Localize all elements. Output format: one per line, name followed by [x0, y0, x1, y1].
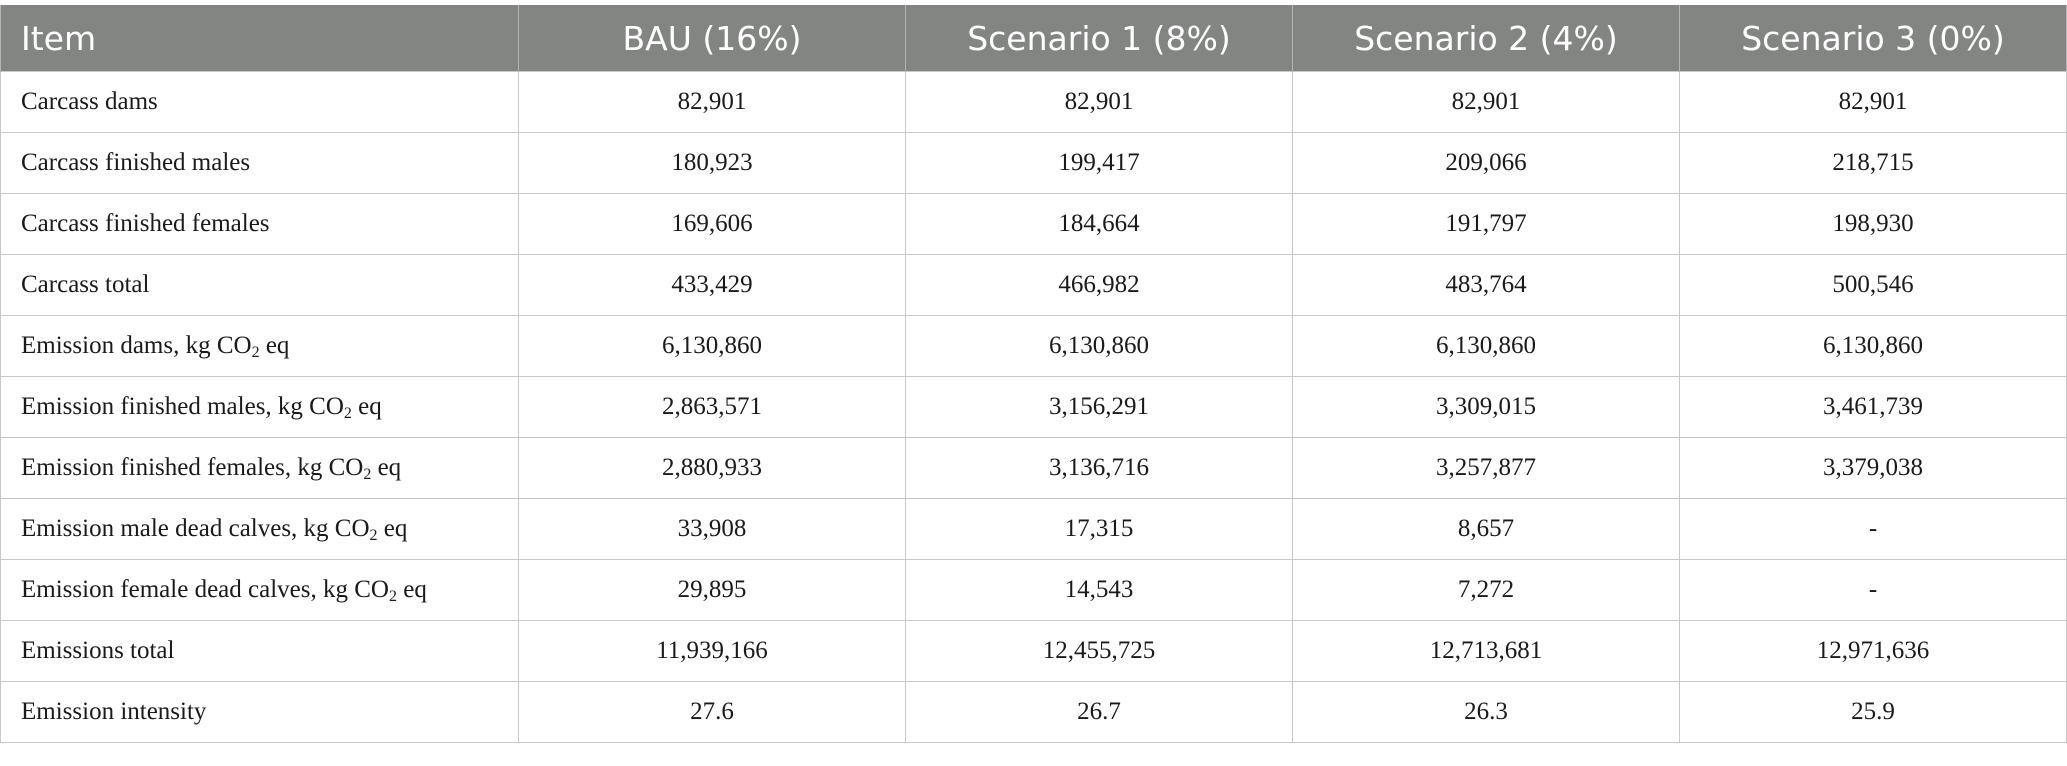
cell-value: 2,863,571	[518, 376, 906, 438]
cell-value: 3,156,291	[905, 376, 1293, 438]
cell-value: 169,606	[518, 193, 906, 255]
row-label-text: Emission finished males, kg CO	[21, 393, 344, 420]
row-label-text: Carcass finished males	[21, 149, 251, 176]
row-label-text: Emission intensity	[21, 698, 207, 725]
row-label-text: Emission dams, kg CO	[21, 332, 252, 359]
row-label: Emission male dead calves, kg CO2 eq	[0, 498, 519, 560]
cell-value: 2,880,933	[518, 437, 906, 499]
cell-value: 180,923	[518, 132, 906, 194]
cell-value: 82,901	[905, 71, 1293, 133]
cell-value: 433,429	[518, 254, 906, 316]
header-item: Item	[0, 5, 519, 72]
cell-value: 500,546	[1679, 254, 2067, 316]
cell-value: 6,130,860	[905, 315, 1293, 377]
cell-value: 26.3	[1292, 681, 1680, 743]
cell-value: 3,309,015	[1292, 376, 1680, 438]
row-label: Carcass total	[0, 254, 519, 316]
cell-value: 191,797	[1292, 193, 1680, 255]
row-label-suffix: eq	[396, 576, 427, 603]
row-label: Emission intensity	[0, 681, 519, 743]
table-header: Item BAU (16%) Scenario 1 (8%) Scenario …	[0, 5, 2067, 72]
cell-value: 82,901	[1292, 71, 1680, 133]
row-label: Emissions total	[0, 620, 519, 682]
row-label: Emission dams, kg CO2 eq	[0, 315, 519, 377]
data-table-container: Item BAU (16%) Scenario 1 (8%) Scenario …	[0, 5, 2067, 743]
table-row: Emission finished females, kg CO2 eq 2,88…	[0, 437, 2067, 499]
row-label-text: Carcass total	[21, 271, 150, 298]
row-label-subscript: 2	[251, 344, 260, 361]
cell-value: 7,272	[1292, 559, 1680, 621]
cell-value: 6,130,860	[1292, 315, 1680, 377]
row-label-text: Carcass finished females	[21, 210, 270, 237]
table-row: Carcass finished females 169,606 184,664 19…	[0, 193, 2067, 255]
cell-value: 26.7	[905, 681, 1293, 743]
cell-value: 209,066	[1292, 132, 1680, 194]
row-label-text: Emission female dead calves, kg CO	[21, 576, 389, 603]
row-label-text: Emission finished females, kg CO	[21, 454, 364, 481]
cell-value: -	[1679, 498, 2067, 560]
cell-value: 12,971,636	[1679, 620, 2067, 682]
row-label: Carcass finished males	[0, 132, 519, 194]
row-label-suffix: eq	[259, 332, 290, 359]
cell-value: 184,664	[905, 193, 1293, 255]
cell-value: 11,939,166	[518, 620, 906, 682]
header-row: Item BAU (16%) Scenario 1 (8%) Scenario …	[0, 5, 2067, 72]
cell-value: -	[1679, 559, 2067, 621]
table-row: Emission dams, kg CO2 eq 6,130,860 6,130,8…	[0, 315, 2067, 377]
table-row: Emissions total 11,939,166 12,455,725 12,71…	[0, 620, 2067, 682]
cell-value: 3,379,038	[1679, 437, 2067, 499]
emissions-table: Item BAU (16%) Scenario 1 (8%) Scenario …	[0, 5, 2067, 743]
table-row: Emission finished males, kg CO2 eq 2,863,…	[0, 376, 2067, 438]
cell-value: 466,982	[905, 254, 1293, 316]
table-row: Carcass finished males 180,923 199,417 209,…	[0, 132, 2067, 194]
cell-value: 82,901	[518, 71, 906, 133]
cell-value: 8,657	[1292, 498, 1680, 560]
row-label-subscript: 2	[363, 466, 372, 483]
cell-value: 29,895	[518, 559, 906, 621]
row-label-suffix: eq	[377, 515, 408, 542]
row-label: Carcass dams	[0, 71, 519, 133]
row-label: Carcass finished females	[0, 193, 519, 255]
row-label-text: Emission male dead calves, kg CO	[21, 515, 370, 542]
cell-value: 33,908	[518, 498, 906, 560]
cell-value: 12,455,725	[905, 620, 1293, 682]
row-label-suffix: eq	[351, 393, 382, 420]
row-label-subscript: 2	[343, 405, 352, 422]
cell-value: 6,130,860	[1679, 315, 2067, 377]
header-bau: BAU (16%)	[518, 5, 906, 72]
cell-value: 17,315	[905, 498, 1293, 560]
table-body: Carcass dams 82,901 82,901 82,901 82,901 Carc…	[0, 71, 2067, 743]
cell-value: 218,715	[1679, 132, 2067, 194]
row-label: Emission finished females, kg CO2 eq	[0, 437, 519, 499]
row-label: Emission female dead calves, kg CO2 eq	[0, 559, 519, 621]
cell-value: 6,130,860	[518, 315, 906, 377]
cell-value: 3,136,716	[905, 437, 1293, 499]
table-row: Emission female dead calves, kg CO2 eq 29…	[0, 559, 2067, 621]
table-row: Carcass total 433,429 466,982 483,764 500,54…	[0, 254, 2067, 316]
row-label-text: Carcass dams	[21, 88, 158, 115]
cell-value: 27.6	[518, 681, 906, 743]
row-label-text: Emissions total	[21, 637, 175, 664]
row-label-suffix: eq	[371, 454, 402, 481]
cell-value: 25.9	[1679, 681, 2067, 743]
cell-value: 198,930	[1679, 193, 2067, 255]
cell-value: 82,901	[1679, 71, 2067, 133]
cell-value: 12,713,681	[1292, 620, 1680, 682]
cell-value: 14,543	[905, 559, 1293, 621]
table-row: Carcass dams 82,901 82,901 82,901 82,901	[0, 71, 2067, 133]
row-label-subscript: 2	[388, 588, 397, 605]
table-row: Emission male dead calves, kg CO2 eq 33,9…	[0, 498, 2067, 560]
cell-value: 483,764	[1292, 254, 1680, 316]
header-scenario-1: Scenario 1 (8%)	[905, 5, 1293, 72]
cell-value: 199,417	[905, 132, 1293, 194]
row-label-subscript: 2	[369, 527, 378, 544]
row-label: Emission finished males, kg CO2 eq	[0, 376, 519, 438]
cell-value: 3,257,877	[1292, 437, 1680, 499]
header-scenario-2: Scenario 2 (4%)	[1292, 5, 1680, 72]
header-scenario-3: Scenario 3 (0%)	[1679, 5, 2067, 72]
cell-value: 3,461,739	[1679, 376, 2067, 438]
table-row: Emission intensity 27.6 26.7 26.3 25.9	[0, 681, 2067, 743]
